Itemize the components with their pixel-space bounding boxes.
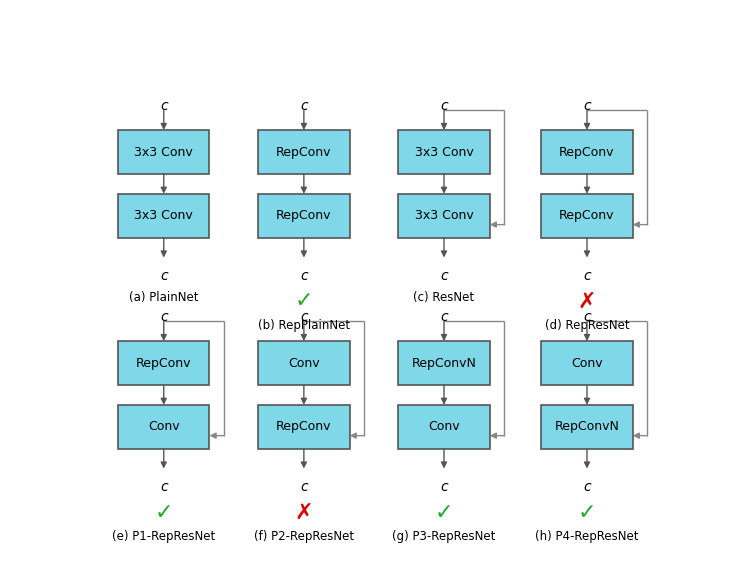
Text: Conv: Conv <box>428 420 460 433</box>
Text: 3x3 Conv: 3x3 Conv <box>134 146 193 159</box>
Text: c: c <box>583 268 591 283</box>
Text: ✓: ✓ <box>154 502 173 522</box>
Text: c: c <box>583 480 591 493</box>
Text: RepConv: RepConv <box>559 146 615 159</box>
FancyBboxPatch shape <box>399 194 490 238</box>
Text: RepConv: RepConv <box>559 210 615 222</box>
Text: RepConvN: RepConvN <box>412 357 477 369</box>
FancyBboxPatch shape <box>258 194 350 238</box>
Text: c: c <box>160 311 168 324</box>
Text: RepConv: RepConv <box>136 357 191 369</box>
Text: Conv: Conv <box>148 420 179 433</box>
Text: c: c <box>300 99 308 113</box>
Text: RepConvN: RepConvN <box>554 420 619 433</box>
Text: (b) RepPlainNet: (b) RepPlainNet <box>258 319 350 332</box>
Text: 3x3 Conv: 3x3 Conv <box>415 210 473 222</box>
FancyBboxPatch shape <box>399 130 490 174</box>
Text: Conv: Conv <box>571 357 603 369</box>
Text: ✗: ✗ <box>578 292 596 312</box>
Text: ✗: ✗ <box>294 502 313 522</box>
FancyBboxPatch shape <box>541 130 632 174</box>
Text: (a) PlainNet: (a) PlainNet <box>129 291 199 304</box>
FancyBboxPatch shape <box>541 341 632 385</box>
Text: ✓: ✓ <box>294 292 313 312</box>
Text: c: c <box>300 268 308 283</box>
FancyBboxPatch shape <box>258 405 350 449</box>
Text: c: c <box>160 99 168 113</box>
Text: Conv: Conv <box>288 357 320 369</box>
Text: c: c <box>440 99 448 113</box>
Text: 3x3 Conv: 3x3 Conv <box>415 146 473 159</box>
Text: (h) P4-RepResNet: (h) P4-RepResNet <box>535 530 638 543</box>
Text: RepConv: RepConv <box>276 420 331 433</box>
Text: (c) ResNet: (c) ResNet <box>413 291 475 304</box>
FancyBboxPatch shape <box>118 405 210 449</box>
Text: c: c <box>583 99 591 113</box>
FancyBboxPatch shape <box>118 194 210 238</box>
FancyBboxPatch shape <box>541 194 632 238</box>
Text: c: c <box>300 311 308 324</box>
Text: (f) P2-RepResNet: (f) P2-RepResNet <box>254 530 354 543</box>
FancyBboxPatch shape <box>399 341 490 385</box>
FancyBboxPatch shape <box>118 130 210 174</box>
Text: c: c <box>440 480 448 493</box>
FancyBboxPatch shape <box>258 341 350 385</box>
Text: ✓: ✓ <box>578 502 596 522</box>
Text: c: c <box>160 268 168 283</box>
Text: 3x3 Conv: 3x3 Conv <box>134 210 193 222</box>
FancyBboxPatch shape <box>399 405 490 449</box>
Text: c: c <box>440 311 448 324</box>
Text: c: c <box>440 268 448 283</box>
Text: (e) P1-RepResNet: (e) P1-RepResNet <box>112 530 215 543</box>
Text: c: c <box>160 480 168 493</box>
FancyBboxPatch shape <box>541 405 632 449</box>
Text: c: c <box>583 311 591 324</box>
Text: (d) RepResNet: (d) RepResNet <box>545 319 630 332</box>
FancyBboxPatch shape <box>258 130 350 174</box>
Text: ✓: ✓ <box>435 502 453 522</box>
Text: RepConv: RepConv <box>276 210 331 222</box>
FancyBboxPatch shape <box>118 341 210 385</box>
Text: (g) P3-RepResNet: (g) P3-RepResNet <box>393 530 496 543</box>
Text: c: c <box>300 480 308 493</box>
Text: RepConv: RepConv <box>276 146 331 159</box>
